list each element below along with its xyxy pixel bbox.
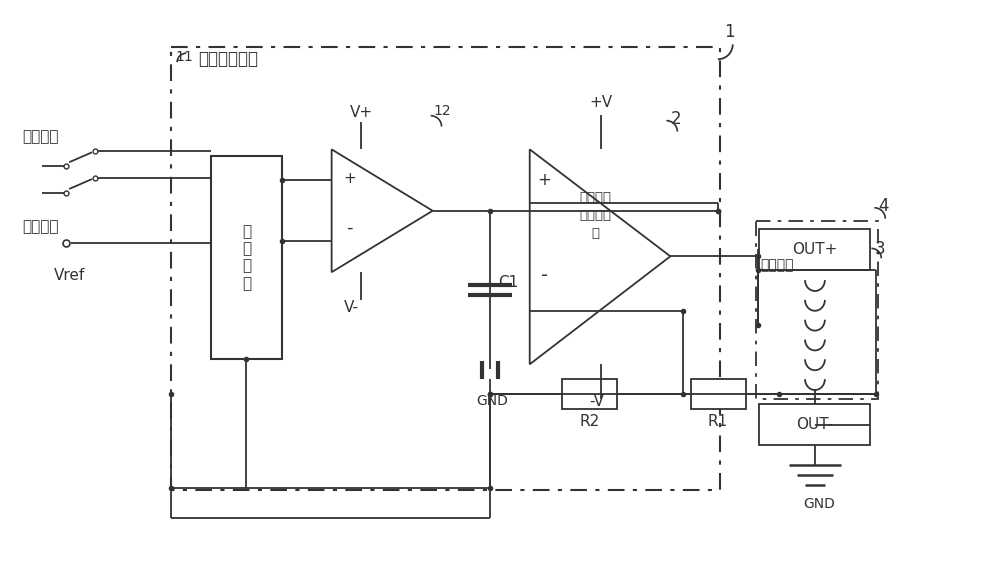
Text: V+: V+ (349, 105, 373, 120)
Text: -: - (346, 219, 353, 237)
Text: -V: -V (589, 394, 604, 409)
Text: 电
阻
网
络: 电 阻 网 络 (242, 224, 251, 291)
Text: 11: 11 (175, 50, 193, 64)
Text: 3: 3 (874, 241, 885, 259)
Text: 1: 1 (724, 23, 734, 41)
Polygon shape (332, 150, 433, 272)
Bar (691, 379, 746, 409)
Bar (562, 379, 617, 409)
Text: C1: C1 (498, 274, 518, 289)
Text: R2: R2 (579, 414, 599, 429)
Text: 检流模块: 检流模块 (760, 258, 794, 272)
Text: 比例积分模块: 比例积分模块 (198, 50, 258, 68)
Text: GND: GND (803, 497, 835, 511)
Text: +: + (538, 171, 552, 189)
Text: 4: 4 (878, 197, 889, 215)
Bar (211, 156, 282, 360)
Text: GND: GND (476, 394, 508, 408)
Text: Vref: Vref (54, 268, 86, 283)
Bar (759, 229, 870, 270)
Text: +V: +V (589, 95, 612, 110)
Text: V-: V- (344, 300, 359, 315)
Bar (759, 404, 870, 445)
Text: OUT+: OUT+ (792, 242, 838, 257)
Text: R1: R1 (708, 414, 728, 429)
Text: 12: 12 (434, 104, 451, 118)
Text: 2: 2 (670, 110, 681, 128)
Text: 器: 器 (591, 227, 599, 240)
Text: 内部输入: 内部输入 (23, 129, 59, 144)
Text: 第一功率: 第一功率 (579, 191, 611, 204)
Text: -: - (541, 266, 548, 285)
Text: 外部输入: 外部输入 (23, 219, 59, 234)
Polygon shape (530, 150, 670, 364)
Text: OUT-: OUT- (797, 417, 833, 432)
Text: +: + (343, 171, 356, 186)
Text: 运算放大: 运算放大 (579, 209, 611, 222)
